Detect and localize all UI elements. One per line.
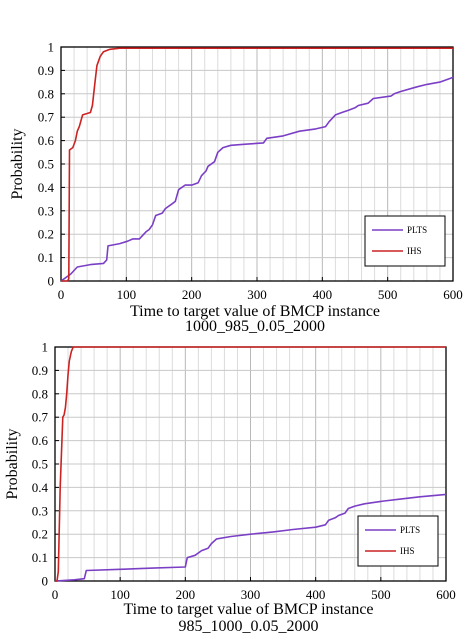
- y-tick-label: 0.6: [38, 133, 55, 148]
- y-tick-label: 0.5: [38, 157, 54, 172]
- y-tick-label: 0.1: [38, 250, 54, 265]
- x-tick-label: 400: [313, 287, 333, 302]
- x-tick-label: 600: [436, 587, 456, 602]
- y-tick-label: 1: [48, 40, 55, 55]
- instance-name: 1000_985_0.05_2000: [185, 318, 325, 335]
- x-tick-label: 400: [306, 587, 326, 602]
- y-tick-label: 0.6: [32, 433, 49, 448]
- series-line-plts: [60, 76, 454, 282]
- chart-1: 0 0.1 0.2 0.3 0.4 0.5 0.6 0.7 0.8 0.9 1 0 100 200 300 4…: [9, 40, 463, 336]
- x-tick-label: 600: [443, 287, 463, 302]
- y-tick-label: 1: [42, 340, 49, 355]
- legend-label-plts: PLTS: [407, 225, 427, 235]
- x-tick-label: 0: [52, 587, 59, 602]
- legend-label-ihs: IHS: [407, 246, 422, 256]
- series-line-plts: [54, 493, 447, 582]
- y-tick-label: 0.1: [32, 550, 48, 565]
- y-tick-label: 0.8: [32, 386, 48, 401]
- chart-2: 0 0.1 0.2 0.3 0.4 0.5 0.6 0.7 0.8 0.9 1 0 100 200 300 4…: [4, 340, 456, 636]
- x-tick-label: 300: [247, 287, 267, 302]
- legend-box: [357, 515, 439, 567]
- y-tick-label: 0.7: [38, 110, 55, 125]
- y-tick-label: 0.2: [32, 527, 48, 542]
- legend-label-plts: PLTS: [400, 525, 420, 535]
- x-tick-label: 500: [371, 587, 391, 602]
- y-tick-label: 0.8: [38, 86, 54, 101]
- y-tick-label: 0: [48, 274, 55, 289]
- x-tick-label: 200: [176, 587, 196, 602]
- legend: PLTS IHS: [364, 215, 446, 267]
- y-tick-label: 0.4: [32, 480, 49, 495]
- y-axis-label: Probability: [9, 128, 26, 199]
- x-axis-label: Time to target value of BMCP instance: [123, 601, 373, 618]
- x-tick-label: 100: [117, 287, 137, 302]
- instance-name: 985_1000_0.05_2000: [179, 618, 319, 635]
- x-tick-label: 500: [378, 287, 398, 302]
- y-tick-label: 0.3: [32, 503, 48, 518]
- x-tick-label: 300: [241, 587, 261, 602]
- x-tick-label: 200: [182, 287, 202, 302]
- x-tick-label: 0: [58, 287, 65, 302]
- y-tick-label: 0: [42, 574, 49, 589]
- y-tick-label: 0.5: [32, 457, 48, 472]
- y-tick-label: 0.9: [32, 363, 48, 378]
- y-tick-label: 0.3: [38, 203, 54, 218]
- y-tick-label: 0.2: [38, 227, 54, 242]
- x-tick-label: 100: [110, 587, 130, 602]
- legend: PLTS IHS: [357, 515, 439, 567]
- y-tick-label: 0.4: [38, 180, 55, 195]
- legend-box: [364, 215, 446, 267]
- legend-label-ihs: IHS: [400, 546, 415, 556]
- x-axis-label: Time to target value of BMCP instance: [130, 303, 380, 320]
- y-tick-label: 0.9: [38, 63, 54, 78]
- series-line-ihs: [61, 47, 453, 282]
- y-tick-label: 0.7: [32, 410, 49, 425]
- y-axis-label: Probability: [4, 428, 21, 499]
- series-line-ihs: [55, 346, 446, 582]
